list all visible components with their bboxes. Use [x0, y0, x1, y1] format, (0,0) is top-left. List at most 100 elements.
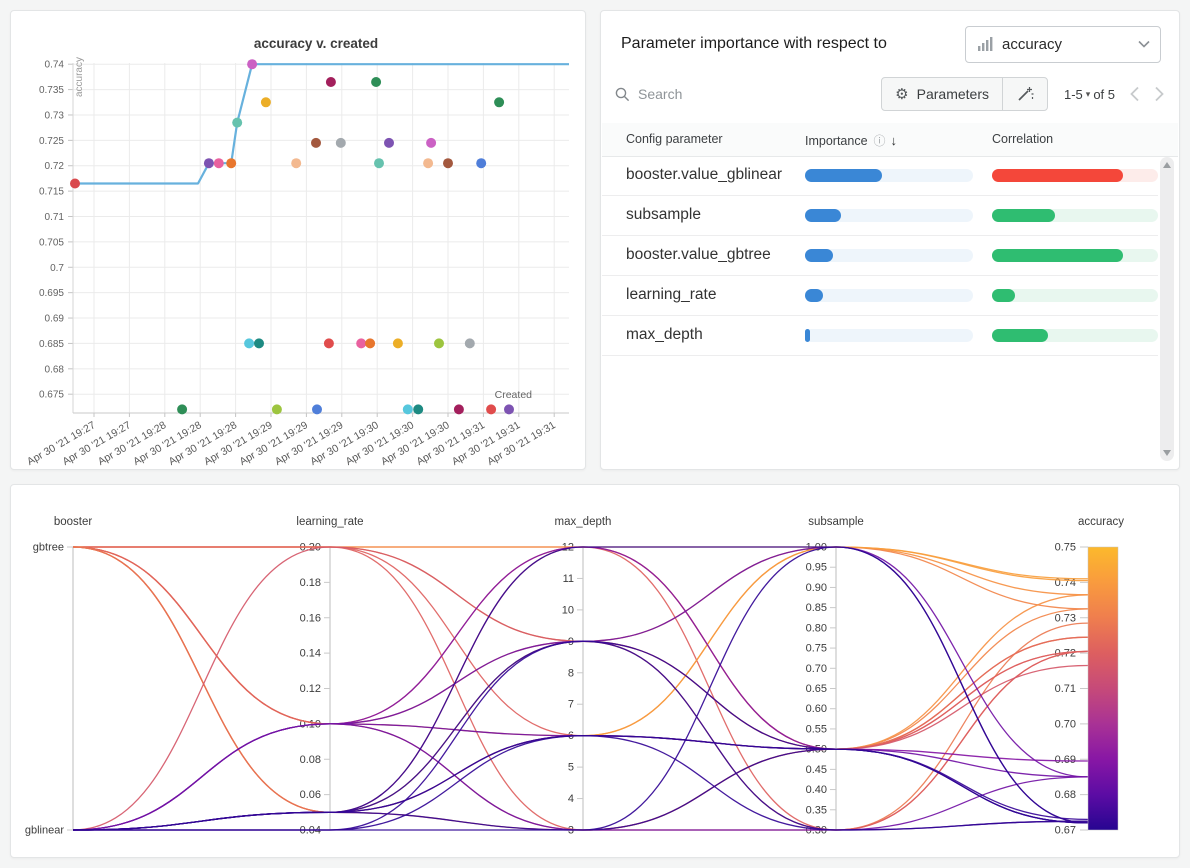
importance-bar-fill	[805, 289, 824, 302]
config-parameter-name: booster.value_gbtree	[626, 246, 771, 263]
scatter-point[interactable]	[476, 158, 487, 169]
run-line[interactable]	[73, 546, 1089, 580]
scatter-point[interactable]	[323, 338, 334, 349]
scroll-up-icon[interactable]	[1163, 162, 1171, 168]
run-line[interactable]	[72, 723, 1089, 831]
scatter-point[interactable]	[226, 158, 237, 169]
run-line[interactable]	[72, 546, 1089, 813]
scatter-point[interactable]	[434, 338, 444, 349]
parameters-button[interactable]: ⚙ Parameters	[882, 78, 1003, 110]
prev-page-button[interactable]	[1129, 86, 1140, 102]
config-parameter-name: booster.value_gblinear	[626, 166, 782, 183]
scatter-point[interactable]	[312, 404, 322, 415]
run-line[interactable]	[72, 546, 1089, 831]
scatter-point[interactable]	[413, 404, 424, 415]
run-line[interactable]	[72, 546, 1089, 831]
run-line[interactable]	[72, 546, 1089, 831]
scroll-down-icon[interactable]	[1163, 450, 1171, 456]
parallel-coordinates-panel: gbtree gblinear 0.20 0.18 0.16 0.14 0.12 0.10 0.…	[10, 484, 1180, 858]
scatter-point[interactable]	[203, 158, 214, 169]
run-line[interactable]	[73, 546, 1089, 750]
scatter-point[interactable]	[392, 338, 403, 349]
search-icon	[615, 87, 630, 101]
svg-text:0.73: 0.73	[1055, 612, 1076, 624]
svg-text:0.69: 0.69	[45, 314, 65, 325]
next-page-button[interactable]	[1154, 86, 1165, 102]
run-line[interactable]	[73, 546, 1089, 642]
scrollbar[interactable]	[1160, 157, 1174, 461]
run-line[interactable]	[73, 546, 1089, 750]
scatter-point[interactable]	[464, 338, 475, 349]
scatter-point[interactable]	[486, 404, 497, 415]
scatter-point[interactable]	[271, 404, 282, 415]
scatter-point[interactable]	[244, 338, 255, 349]
correlation-bar	[992, 329, 1158, 342]
scatter-point[interactable]	[384, 137, 394, 148]
scatter-point[interactable]	[443, 158, 453, 169]
run-line[interactable]	[72, 546, 1089, 831]
scatter-point[interactable]	[70, 178, 80, 189]
scatter-point[interactable]	[291, 158, 302, 169]
scatter-point[interactable]	[423, 158, 434, 169]
scatter-point[interactable]	[311, 137, 321, 148]
run-line[interactable]	[73, 546, 1089, 831]
run-line[interactable]	[72, 735, 1089, 831]
run-line[interactable]	[72, 546, 1089, 831]
importance-bar-fill	[805, 209, 842, 222]
run-line[interactable]	[72, 546, 1089, 831]
scatter-point[interactable]	[260, 97, 271, 108]
svg-text:0.69: 0.69	[1055, 754, 1076, 766]
table-row: booster.value_gblinear	[602, 156, 1158, 196]
run-line[interactable]	[72, 748, 1089, 831]
scatter-point[interactable]	[177, 404, 188, 415]
info-icon[interactable]: ⓘ	[873, 134, 886, 148]
importance-bar-fill	[805, 169, 883, 182]
svg-text:0.71: 0.71	[1055, 683, 1076, 695]
scatter-point[interactable]	[371, 77, 382, 87]
scatter-point[interactable]	[213, 158, 224, 169]
magic-wand-button[interactable]	[1003, 78, 1047, 110]
pagination-caret-icon: ▾	[1085, 88, 1091, 99]
correlation-bar	[992, 249, 1158, 262]
scatter-point[interactable]	[247, 59, 258, 70]
correlation-bar-fill	[992, 289, 1016, 302]
scatter-point[interactable]	[254, 338, 264, 349]
axis-title-booster: booster	[54, 516, 93, 528]
scatter-point[interactable]	[494, 97, 505, 108]
panel-title: Parameter importance with respect to	[621, 35, 887, 52]
scatter-chart: 0.675 0.68 0.685 0.69 0.695 0.7 0.705 0.71 0.715…	[25, 36, 569, 468]
run-line[interactable]	[72, 546, 1089, 813]
svg-text:0.685: 0.685	[39, 339, 64, 350]
svg-text:0.45: 0.45	[806, 764, 827, 776]
column-header-importance[interactable]: Importance ⓘ ↓	[805, 133, 898, 148]
run-line[interactable]	[72, 546, 1089, 831]
config-parameter-name: learning_rate	[626, 286, 717, 303]
scatter-point[interactable]	[402, 404, 413, 415]
run-line[interactable]	[72, 546, 1089, 831]
scatter-point[interactable]	[426, 137, 437, 148]
scatter-point[interactable]	[504, 404, 514, 415]
run-line[interactable]	[72, 546, 1089, 831]
scatter-point[interactable]	[453, 404, 464, 415]
svg-text:0.80: 0.80	[806, 622, 827, 634]
accuracy-colorbar	[1087, 546, 1119, 831]
scatter-point[interactable]	[374, 158, 384, 169]
scatter-point[interactable]	[356, 338, 367, 349]
scatter-point[interactable]	[325, 77, 336, 87]
svg-text:0.85: 0.85	[806, 602, 827, 614]
svg-text:0.18: 0.18	[300, 577, 321, 589]
sort-descending-icon[interactable]: ↓	[890, 133, 898, 148]
run-line[interactable]	[72, 546, 1089, 750]
search-input[interactable]: Search	[615, 86, 881, 102]
table-row: subsample	[602, 196, 1158, 236]
scatter-point[interactable]	[335, 137, 346, 148]
scatter-point[interactable]	[232, 117, 243, 128]
scatter-point[interactable]	[365, 338, 376, 349]
table-controls-group: ⚙ Parameters	[881, 77, 1048, 111]
svg-text:0.715: 0.715	[39, 187, 64, 198]
run-line[interactable]	[72, 735, 1089, 831]
run-line[interactable]	[72, 735, 1089, 831]
svg-text:0.60: 0.60	[806, 703, 827, 715]
pagination-selector[interactable]: 1-5 ▾ of 5	[1064, 87, 1115, 102]
metric-selector-dropdown[interactable]: accuracy	[965, 25, 1161, 63]
